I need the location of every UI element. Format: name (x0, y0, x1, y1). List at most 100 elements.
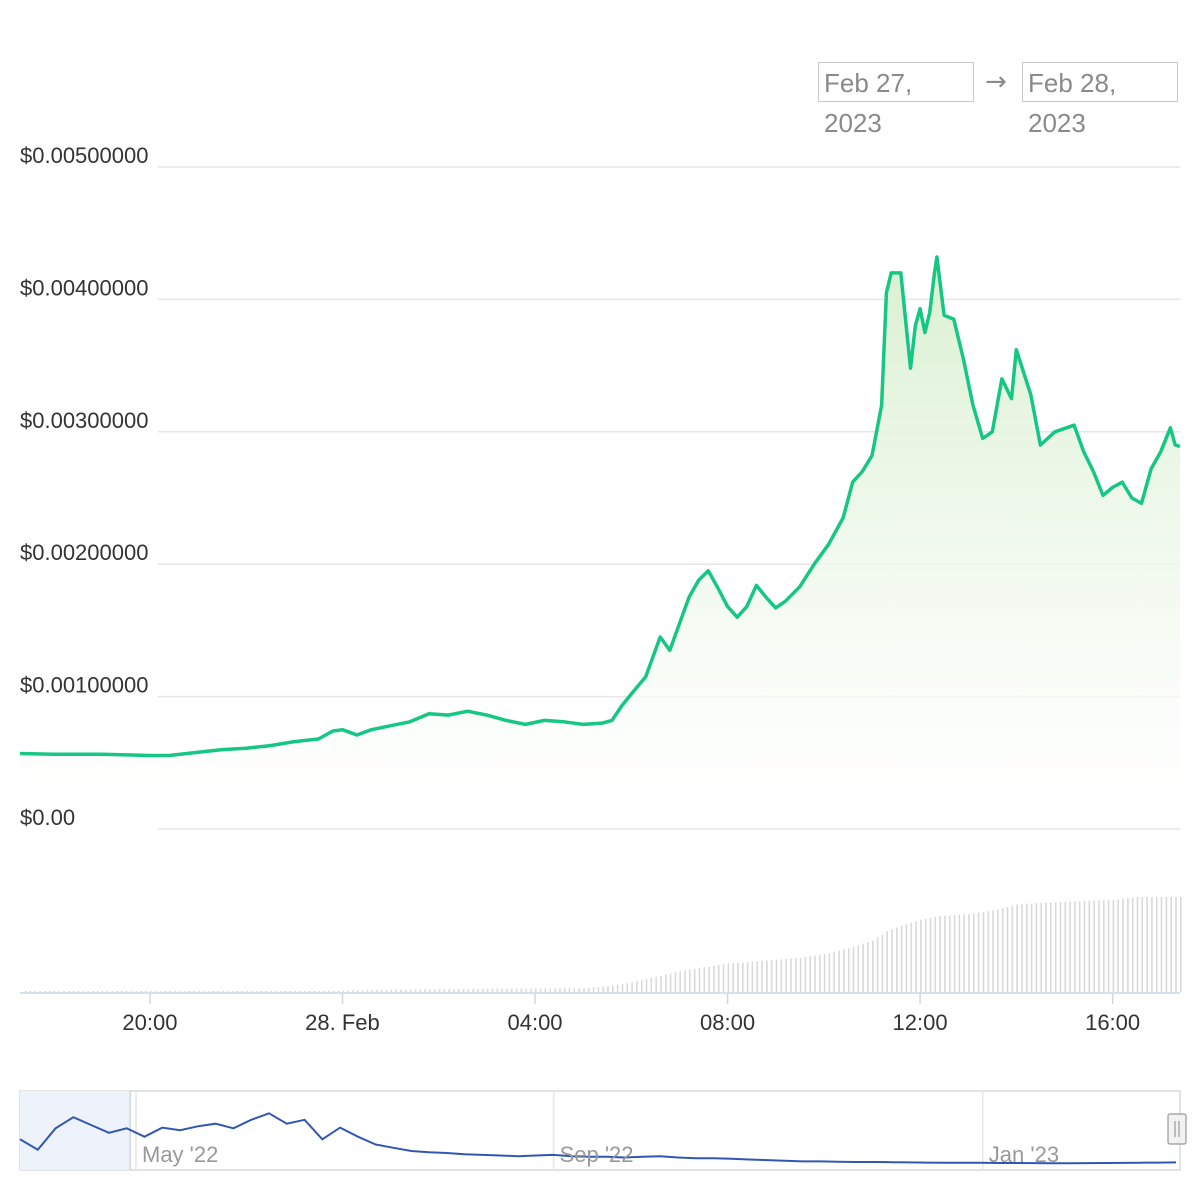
volume-bar (573, 988, 576, 992)
volume-bar (867, 942, 869, 992)
navigator-handle[interactable] (1167, 1113, 1187, 1145)
volume-bar (1083, 901, 1086, 992)
volume-bar (1103, 900, 1105, 992)
range-from-input[interactable]: Feb 27, 2023 (818, 62, 974, 138)
volume-bar (443, 989, 446, 992)
x-tick-label: 04:00 (507, 1010, 562, 1035)
volume-bar (944, 915, 946, 992)
volume-bar (1151, 897, 1153, 992)
volume-bar (727, 963, 730, 992)
volume-bar (1074, 901, 1076, 992)
volume-bar (87, 991, 89, 992)
volume-bar (491, 988, 494, 992)
volume-bar (929, 917, 932, 992)
volume-bar (467, 989, 470, 992)
volume-bar (145, 991, 147, 992)
volume-bar (660, 975, 662, 992)
navigator[interactable]: May '22 Sep '22 Jan '23 (19, 1090, 1187, 1171)
volume-bar (737, 962, 739, 992)
volume-bar (838, 950, 840, 992)
volume-bar (751, 961, 754, 992)
volume-bar (958, 914, 961, 992)
volume-bar (376, 990, 378, 992)
navigator-shade (20, 1091, 131, 1170)
volume-bar (29, 991, 32, 992)
volume-bar (409, 989, 412, 992)
volume-bar (626, 983, 629, 992)
volume-bar (385, 990, 388, 992)
volume-bar (222, 991, 224, 992)
volume-bar (462, 989, 465, 992)
volume-bar (188, 991, 191, 992)
volume-bar (703, 967, 706, 992)
navigator-line (19, 1112, 1177, 1165)
volume-bar (217, 991, 219, 992)
volume-bar (655, 976, 657, 992)
volume-bar (515, 988, 518, 992)
volume-bar (631, 982, 633, 992)
volume-bar (482, 988, 484, 992)
volume-bar (63, 991, 65, 992)
volume-bar (539, 988, 542, 992)
volume-bar (68, 991, 70, 992)
volume-bar (1127, 898, 1129, 992)
volume-bar (395, 989, 397, 992)
volume-bar (708, 966, 710, 992)
volume-bar (616, 984, 619, 992)
volume-bar (852, 946, 855, 992)
volume-bar (101, 991, 104, 992)
volume-bar (920, 919, 922, 992)
price-line (19, 255, 1181, 758)
volume-bar (453, 989, 455, 992)
volume-bar (592, 987, 595, 992)
volume-bar (53, 991, 56, 992)
volume-bar (1122, 898, 1124, 992)
volume-bar (742, 962, 744, 992)
y-tick-label: $0.00400000 (20, 275, 148, 300)
volume-bar (236, 991, 239, 992)
range-to-input[interactable]: Feb 28, 2023 (1022, 62, 1178, 138)
volume-bar (636, 981, 638, 992)
volume-bar (371, 990, 373, 992)
volume-bar (722, 964, 725, 992)
volume-bar (347, 990, 349, 992)
volume-bar (400, 989, 402, 992)
volume-bar (770, 960, 773, 992)
volume-bar (227, 991, 229, 992)
volume-bar (433, 989, 436, 992)
volume-bar (689, 969, 691, 992)
x-tick-label: 12:00 (893, 1010, 948, 1035)
volume-bar (313, 991, 316, 992)
volume-bar (1059, 901, 1062, 992)
volume-bar (284, 991, 287, 992)
volume-bar (732, 963, 734, 992)
volume-bar (924, 918, 927, 992)
volume-bar (1026, 903, 1028, 992)
volume-bar (198, 991, 200, 992)
volume-bar (588, 987, 590, 992)
volume-bar (1170, 897, 1172, 992)
volume-bar (299, 991, 301, 992)
volume-bar (1160, 897, 1163, 992)
volume-bar (525, 988, 527, 992)
volume-bar (761, 960, 763, 992)
volume-bar (823, 954, 826, 992)
volume-bar (698, 968, 701, 992)
volume-bar (1093, 900, 1095, 992)
volume-bar (775, 959, 778, 992)
volume-bar (414, 989, 417, 992)
volume-bar (458, 989, 460, 992)
volume-bar (910, 922, 913, 992)
volume-bar (568, 988, 571, 992)
volume-bar (621, 984, 624, 992)
volume-bar (429, 989, 431, 992)
x-tick-label: 20:00 (122, 1010, 177, 1035)
volume-bar (535, 988, 537, 992)
volume-bar (477, 988, 479, 992)
volume-bar (814, 955, 816, 992)
volume-bar (390, 989, 393, 992)
volume-bar (212, 991, 215, 992)
volume-bars (24, 897, 1182, 992)
volume-bar (559, 988, 561, 992)
volume-bar (106, 991, 109, 992)
